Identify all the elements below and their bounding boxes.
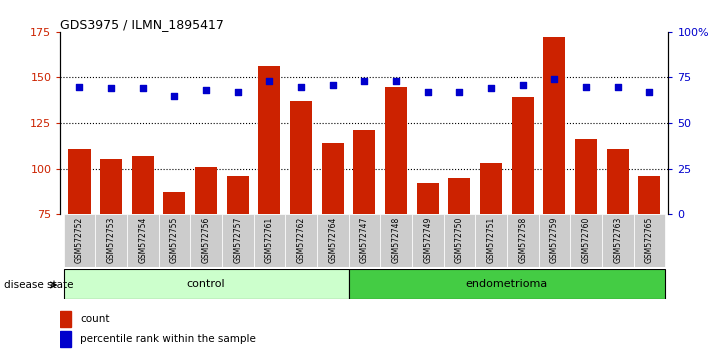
Bar <box>412 214 444 267</box>
Text: GSM572751: GSM572751 <box>486 217 496 263</box>
Bar <box>570 214 602 267</box>
Bar <box>227 176 249 214</box>
Point <box>422 89 434 95</box>
Bar <box>638 176 661 214</box>
Text: GSM572759: GSM572759 <box>550 217 559 263</box>
Bar <box>543 37 565 214</box>
Bar <box>132 156 154 214</box>
Bar <box>507 214 538 267</box>
Bar <box>449 178 471 214</box>
Text: GSM572757: GSM572757 <box>233 217 242 263</box>
Bar <box>195 167 217 214</box>
Text: percentile rank within the sample: percentile rank within the sample <box>80 334 256 344</box>
Text: GSM572755: GSM572755 <box>170 217 179 263</box>
Bar <box>254 214 285 267</box>
Text: GSM572763: GSM572763 <box>613 217 622 263</box>
Text: GSM572760: GSM572760 <box>582 217 591 263</box>
Point <box>517 82 528 87</box>
Bar <box>606 149 629 214</box>
Bar <box>60 331 71 347</box>
Bar <box>317 214 348 267</box>
Point <box>390 78 402 84</box>
Bar <box>538 214 570 267</box>
Text: disease state: disease state <box>4 280 73 290</box>
Text: GSM572762: GSM572762 <box>296 217 306 263</box>
Point <box>612 84 624 89</box>
Bar <box>63 269 348 299</box>
Text: GSM572752: GSM572752 <box>75 217 84 263</box>
Bar <box>191 214 222 267</box>
Bar <box>321 143 344 214</box>
Text: GDS3975 / ILMN_1895417: GDS3975 / ILMN_1895417 <box>60 18 224 31</box>
Point <box>486 86 497 91</box>
Bar <box>285 214 317 267</box>
Bar <box>95 214 127 267</box>
Point <box>295 84 306 89</box>
Bar <box>575 139 597 214</box>
Point <box>105 86 117 91</box>
Bar <box>63 214 95 267</box>
Bar <box>290 101 312 214</box>
Bar <box>602 214 634 267</box>
Point <box>169 93 180 98</box>
Point <box>201 87 212 93</box>
Bar <box>348 214 380 267</box>
Text: endometrioma: endometrioma <box>466 279 548 289</box>
Bar <box>127 214 159 267</box>
Bar <box>353 130 375 214</box>
Text: GSM572754: GSM572754 <box>138 217 147 263</box>
Bar <box>380 214 412 267</box>
Text: GSM572749: GSM572749 <box>423 217 432 263</box>
Text: GSM572748: GSM572748 <box>392 217 400 263</box>
Point <box>327 82 338 87</box>
Point <box>358 78 370 84</box>
Text: count: count <box>80 314 109 324</box>
Point <box>264 78 275 84</box>
Point <box>549 76 560 82</box>
Text: GSM572765: GSM572765 <box>645 217 654 263</box>
Point <box>643 89 655 95</box>
Bar <box>100 159 122 214</box>
Bar <box>512 97 534 214</box>
Bar <box>222 214 254 267</box>
Bar <box>258 67 280 214</box>
Bar <box>164 192 186 214</box>
Bar <box>444 214 475 267</box>
Text: control: control <box>187 279 225 289</box>
Bar <box>634 214 665 267</box>
Bar <box>475 214 507 267</box>
Text: GSM572758: GSM572758 <box>518 217 527 263</box>
Bar <box>385 86 407 214</box>
Bar <box>60 311 71 327</box>
Point <box>74 84 85 89</box>
Point <box>232 89 243 95</box>
Point <box>137 86 149 91</box>
Point <box>454 89 465 95</box>
Bar <box>417 183 439 214</box>
Bar <box>68 149 90 214</box>
Text: GSM572747: GSM572747 <box>360 217 369 263</box>
Bar <box>348 269 665 299</box>
Bar <box>159 214 191 267</box>
Text: GSM572764: GSM572764 <box>328 217 337 263</box>
Text: GSM572753: GSM572753 <box>107 217 116 263</box>
Text: GSM572756: GSM572756 <box>202 217 210 263</box>
Point <box>580 84 592 89</box>
Text: GSM572750: GSM572750 <box>455 217 464 263</box>
Bar <box>480 163 502 214</box>
Text: GSM572761: GSM572761 <box>265 217 274 263</box>
